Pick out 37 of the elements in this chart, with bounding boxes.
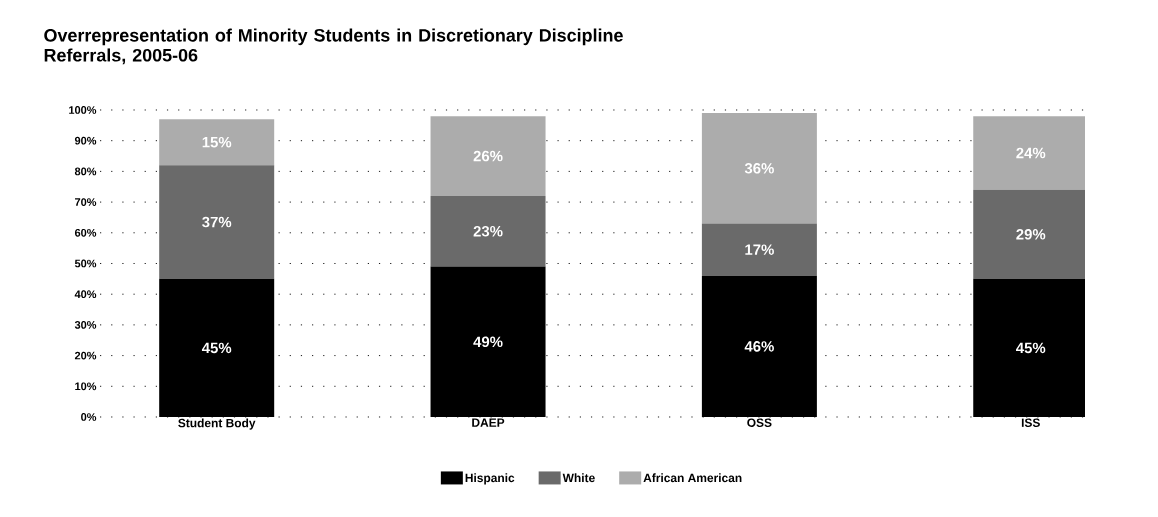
y-tick-label: 10% bbox=[75, 382, 97, 391]
data-label: 45% bbox=[1016, 342, 1046, 354]
x-tick-label: ISS bbox=[1021, 418, 1040, 427]
legend-label: African American bbox=[643, 473, 742, 483]
data-label: 26% bbox=[473, 150, 503, 162]
data-label: 23% bbox=[473, 225, 503, 237]
bar bbox=[701, 113, 817, 224]
data-label: 36% bbox=[744, 163, 774, 174]
y-tick-label: 90% bbox=[74, 136, 97, 145]
data-label: 29% bbox=[1016, 229, 1046, 240]
bar bbox=[701, 223, 817, 276]
y-tick-label: 50% bbox=[74, 259, 97, 268]
y-tick-label: 70% bbox=[75, 198, 97, 206]
y-tick-label: 40% bbox=[74, 290, 97, 299]
y-tick-label: 0% bbox=[81, 413, 97, 421]
data-label: 45% bbox=[201, 342, 232, 354]
x-tick-label: DAEP bbox=[472, 418, 505, 427]
y-tick-label: 30% bbox=[74, 321, 97, 329]
bar bbox=[159, 119, 275, 166]
data-label: 37% bbox=[202, 216, 232, 228]
data-label: 17% bbox=[745, 244, 774, 255]
bar bbox=[159, 165, 275, 279]
y-tick-label: 80% bbox=[74, 167, 97, 176]
x-tick-label: OSS bbox=[747, 418, 772, 427]
y-tick-label: 60% bbox=[74, 228, 97, 237]
data-label: 24% bbox=[1016, 147, 1046, 159]
legend-label: Hispanic bbox=[465, 473, 515, 485]
data-label: 15% bbox=[202, 136, 232, 148]
bar bbox=[430, 116, 546, 196]
data-label: 49% bbox=[473, 336, 503, 348]
chart-title: Overrepresentation of Minority Students in Discretionary Discipline Referrals, 2005-06 bbox=[44, 28, 623, 65]
x-tick-label: Student Body bbox=[178, 418, 256, 430]
y-tick-label: 100% bbox=[69, 106, 97, 114]
bar bbox=[430, 195, 546, 267]
legend-label: White bbox=[562, 473, 595, 483]
y-tick-label: 20% bbox=[74, 351, 97, 360]
data-label: 46% bbox=[744, 341, 774, 352]
